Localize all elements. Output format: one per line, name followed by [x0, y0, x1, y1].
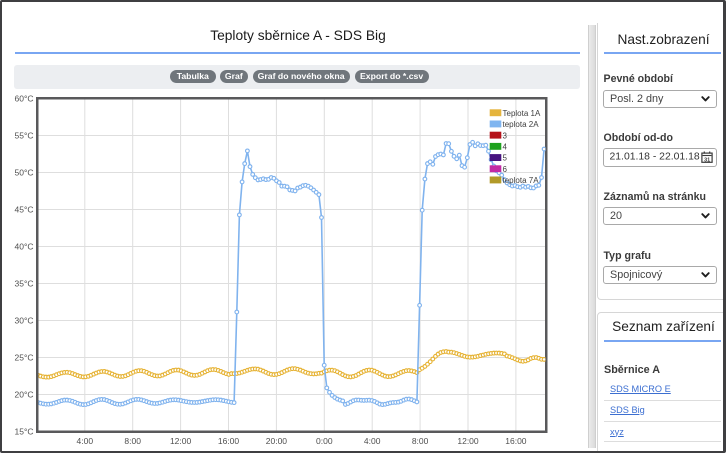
svg-text:4: 4 — [503, 143, 508, 152]
svg-text:55°C: 55°C — [15, 131, 34, 141]
svg-text:15°C: 15°C — [15, 427, 34, 437]
svg-text:31: 31 — [704, 157, 710, 163]
svg-text:16:00: 16:00 — [218, 436, 240, 446]
svg-text:8:00: 8:00 — [412, 436, 429, 446]
svg-text:40°C: 40°C — [15, 242, 34, 252]
svg-text:30°C: 30°C — [15, 316, 34, 326]
svg-text:8:00: 8:00 — [124, 436, 141, 446]
svg-text:35°C: 35°C — [15, 279, 34, 289]
svg-text:20:00: 20:00 — [266, 436, 288, 446]
svg-text:teplota 2A: teplota 2A — [503, 120, 540, 129]
svg-text:60°C: 60°C — [15, 94, 34, 104]
svg-text:25°C: 25°C — [15, 353, 34, 363]
svg-text:45°C: 45°C — [15, 205, 34, 215]
svg-text:0:00: 0:00 — [316, 436, 333, 446]
svg-text:4:00: 4:00 — [364, 436, 381, 446]
svg-text:4:00: 4:00 — [77, 436, 94, 446]
svg-text:20°C: 20°C — [15, 390, 34, 400]
svg-text:12:00: 12:00 — [457, 436, 479, 446]
svg-text:3: 3 — [503, 131, 508, 140]
svg-text:16:00: 16:00 — [505, 436, 527, 446]
svg-text:Teplota 1A: Teplota 1A — [503, 109, 541, 118]
svg-text:teplota 7A: teplota 7A — [503, 176, 540, 185]
svg-text:50°C: 50°C — [15, 168, 34, 178]
svg-text:5: 5 — [503, 154, 508, 163]
svg-text:6: 6 — [503, 165, 508, 174]
svg-text:12:00: 12:00 — [170, 436, 192, 446]
